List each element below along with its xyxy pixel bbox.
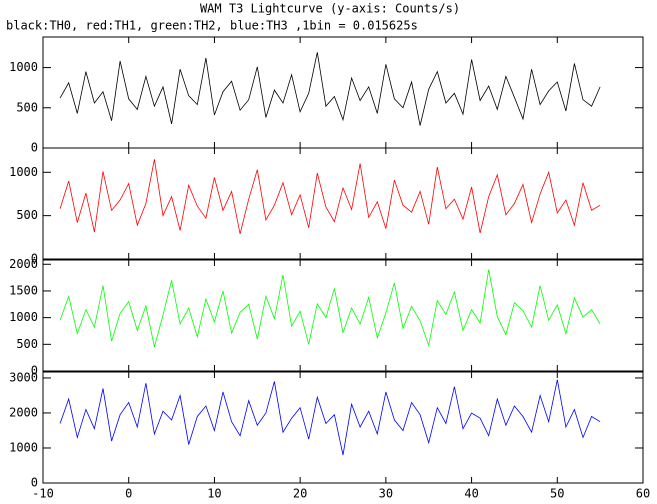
y-tick-label: 1000 bbox=[9, 60, 38, 74]
chart-title: WAM T3 Lightcurve (y-axis: Counts/s) bbox=[200, 2, 460, 16]
x-tick-label: -10 bbox=[32, 487, 54, 501]
y-tick-label: 0 bbox=[31, 364, 38, 378]
y-tick-label: 2000 bbox=[9, 405, 38, 419]
y-tick-label: 500 bbox=[16, 100, 38, 114]
x-tick-label: 20 bbox=[293, 487, 307, 501]
data-line bbox=[59, 159, 601, 234]
y-tick-label: 500 bbox=[16, 208, 38, 222]
panel-frame bbox=[42, 259, 644, 372]
x-tick-label: 0 bbox=[125, 487, 132, 501]
y-tick-label: 1000 bbox=[9, 310, 38, 324]
x-tick-label: 40 bbox=[464, 487, 478, 501]
data-line bbox=[59, 52, 601, 126]
y-tick-label: 2000 bbox=[9, 257, 38, 271]
x-tick-label: 10 bbox=[207, 487, 221, 501]
data-line bbox=[59, 269, 601, 348]
y-tick-label: 3000 bbox=[9, 370, 38, 384]
chart-subtitle: black:TH0, red:TH1, green:TH2, blue:TH3 … bbox=[6, 19, 418, 33]
y-tick-label: 1000 bbox=[9, 440, 38, 454]
y-tick-label: 500 bbox=[16, 337, 38, 351]
panel-frame bbox=[42, 147, 644, 260]
y-tick-label: 0 bbox=[31, 141, 38, 155]
x-tick-label: 50 bbox=[550, 487, 564, 501]
y-tick-label: 0 bbox=[31, 476, 38, 490]
y-tick-label: 1000 bbox=[9, 165, 38, 179]
x-tick-label: 60 bbox=[636, 487, 650, 501]
y-tick-label: 0 bbox=[31, 252, 38, 266]
panel-frame bbox=[42, 36, 644, 149]
data-line bbox=[59, 379, 601, 456]
panel-frame bbox=[42, 371, 644, 484]
y-tick-label: 1500 bbox=[9, 283, 38, 297]
x-tick-label: 30 bbox=[379, 487, 393, 501]
